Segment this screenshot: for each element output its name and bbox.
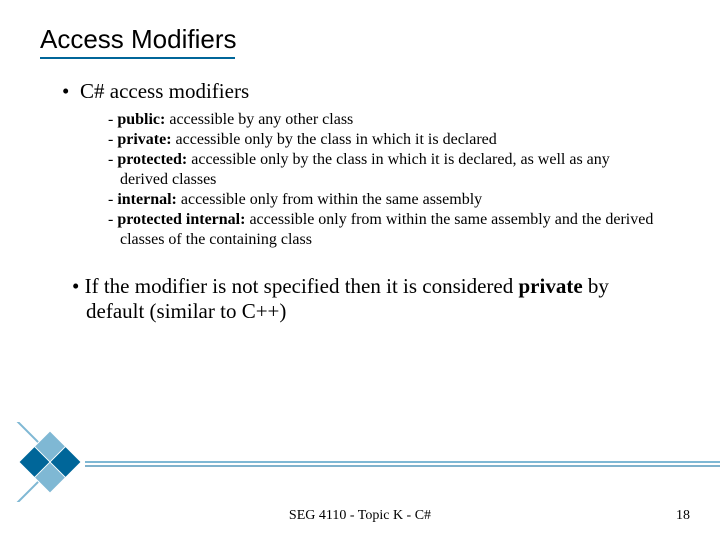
note-pre: If the modifier is not specified then it…: [85, 274, 519, 298]
dash-icon: -: [108, 111, 117, 128]
list-item: - protected: accessible only by the clas…: [108, 150, 660, 190]
list-item: - protected internal: accessible only fr…: [108, 210, 660, 250]
list-item: - public: accessible by any other class: [108, 110, 660, 130]
bullet-icon: •: [62, 79, 80, 104]
modifier-list: - public: accessible by any other class …: [108, 110, 660, 250]
slide-decoration: [0, 422, 720, 502]
modifier-name: private:: [117, 131, 171, 148]
modifier-desc: accessible by any other class: [165, 111, 353, 128]
dash-icon: -: [108, 191, 117, 208]
modifier-desc: accessible only by the class in which it…: [120, 151, 610, 188]
dash-icon: -: [108, 151, 117, 168]
title-underline: [40, 57, 235, 59]
note-bold: private: [519, 274, 583, 298]
slide: Access Modifiers •C# access modifiers - …: [0, 0, 720, 540]
dash-icon: -: [108, 211, 117, 228]
default-note: • If the modifier is not specified then …: [72, 274, 650, 324]
modifier-desc: accessible only from within the same ass…: [177, 191, 482, 208]
list-item: - private: accessible only by the class …: [108, 130, 660, 150]
section-heading-line: •C# access modifiers: [62, 79, 680, 104]
bullet-icon: •: [72, 274, 85, 298]
dash-icon: -: [108, 131, 117, 148]
section-heading: C# access modifiers: [80, 79, 249, 103]
modifier-desc: accessible only by the class in which it…: [172, 131, 497, 148]
slide-title: Access Modifiers: [40, 24, 680, 55]
list-item: - internal: accessible only from within …: [108, 190, 660, 210]
footer-page-number: 18: [676, 508, 690, 524]
modifier-name: protected:: [117, 151, 187, 168]
modifier-name: internal:: [117, 191, 177, 208]
modifier-name: public:: [117, 111, 165, 128]
modifier-name: protected internal:: [117, 211, 245, 228]
footer-course: SEG 4110 - Topic K - C#: [0, 508, 720, 524]
